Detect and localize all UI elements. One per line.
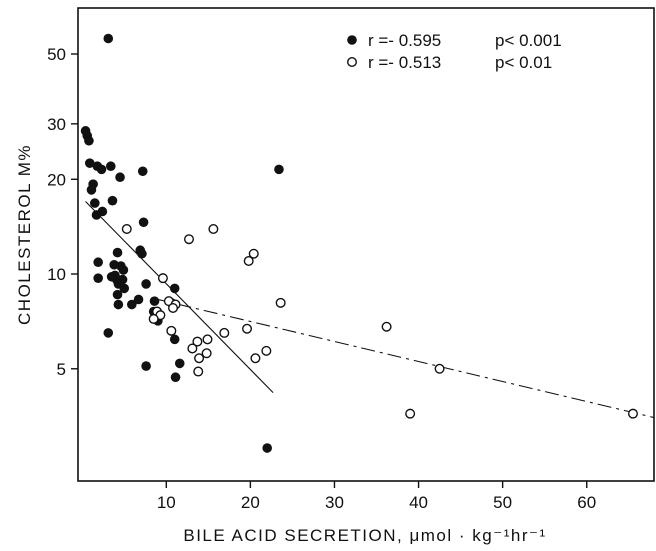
x-tick-label: 40	[409, 493, 428, 512]
filled-data-point	[169, 334, 180, 345]
y-tick-label: 5	[57, 360, 66, 379]
x-tick-label: 20	[241, 493, 260, 512]
regression-line-solid	[85, 201, 274, 393]
open-data-point	[208, 223, 219, 234]
open-data-point	[192, 336, 203, 347]
filled-data-point	[103, 328, 114, 338]
open-data-point	[148, 313, 159, 324]
open-data-point	[434, 363, 445, 374]
filled-data-point	[137, 248, 147, 259]
filled-data-point	[105, 161, 116, 172]
open-data-point	[194, 353, 205, 364]
x-axis-title: BILE ACID SECRETION, μmol · kg⁻¹hr⁻¹	[183, 526, 546, 545]
filled-data-point	[103, 33, 114, 44]
filled-data-point	[91, 210, 102, 220]
filled-data-point	[84, 135, 94, 146]
data-points	[80, 33, 638, 453]
filled-data-point	[119, 283, 130, 294]
open-data-point	[121, 223, 132, 234]
regression-lines	[85, 201, 655, 419]
filled-data-point	[133, 294, 144, 305]
legend: r =- 0.595 p< 0.001 r =- 0.513 p< 0.01	[347, 31, 562, 72]
legend-r-filled: r =- 0.595	[368, 31, 441, 50]
filled-data-point	[127, 299, 137, 310]
open-data-point	[157, 273, 168, 284]
open-data-point	[405, 408, 416, 419]
x-tick-label: 30	[325, 493, 344, 512]
open-data-point	[250, 353, 261, 364]
filled-data-point	[137, 166, 148, 177]
open-data-point	[201, 348, 212, 359]
y-tick-label: 30	[47, 115, 66, 134]
legend-p-open: p< 0.01	[495, 53, 552, 72]
filled-data-point	[113, 299, 124, 310]
legend-r-open: r =- 0.513	[368, 53, 441, 72]
legend-filled-circle-marker	[347, 35, 357, 45]
filled-data-point	[86, 185, 97, 195]
open-data-point	[242, 323, 253, 334]
open-data-point	[193, 366, 204, 377]
filled-data-point	[106, 271, 117, 282]
open-data-point	[166, 325, 177, 336]
open-data-point	[187, 343, 198, 354]
y-tick-label: 10	[47, 265, 66, 284]
y-axis-title: CHOLESTEROL M%	[15, 144, 34, 325]
filled-data-point	[93, 273, 103, 283]
filled-data-point	[169, 283, 180, 294]
filled-data-point	[141, 361, 151, 371]
filled-data-point	[118, 265, 129, 275]
open-data-point	[243, 255, 254, 266]
y-tick-label: 50	[47, 45, 66, 64]
filled-data-point	[84, 158, 95, 168]
open-data-point	[248, 248, 259, 259]
legend-open-circle-marker	[347, 57, 358, 68]
open-data-point	[627, 408, 638, 419]
filled-data-point	[141, 279, 151, 289]
open-data-point	[202, 334, 213, 345]
y-tick-label: 20	[47, 170, 66, 189]
x-tick-label: 60	[577, 493, 596, 512]
open-data-point	[381, 321, 392, 332]
filled-data-point	[96, 164, 107, 175]
x-tick-label: 10	[157, 493, 176, 512]
x-tick-label: 50	[493, 493, 512, 512]
open-data-point	[275, 297, 286, 308]
filled-data-point	[174, 358, 185, 369]
open-data-point	[183, 234, 194, 245]
filled-data-point	[115, 172, 125, 183]
filled-data-point	[149, 296, 160, 306]
filled-data-point	[274, 164, 284, 175]
filled-data-point	[138, 217, 149, 228]
filled-data-point	[90, 198, 100, 208]
plot-frame	[77, 7, 655, 482]
filled-data-point	[170, 372, 181, 383]
axes: 10 20 30 40 50 60 5 10 20 30 50	[47, 7, 655, 512]
open-data-point	[219, 327, 230, 338]
filled-data-point	[93, 257, 103, 268]
regression-line-dash-dot	[151, 297, 655, 419]
filled-data-point	[262, 443, 272, 453]
filled-data-point	[107, 195, 118, 206]
filled-data-point	[112, 247, 123, 258]
legend-p-filled: p< 0.001	[495, 31, 562, 50]
open-data-point	[261, 345, 272, 356]
open-data-point	[168, 302, 179, 313]
filled-data-point	[112, 289, 123, 300]
